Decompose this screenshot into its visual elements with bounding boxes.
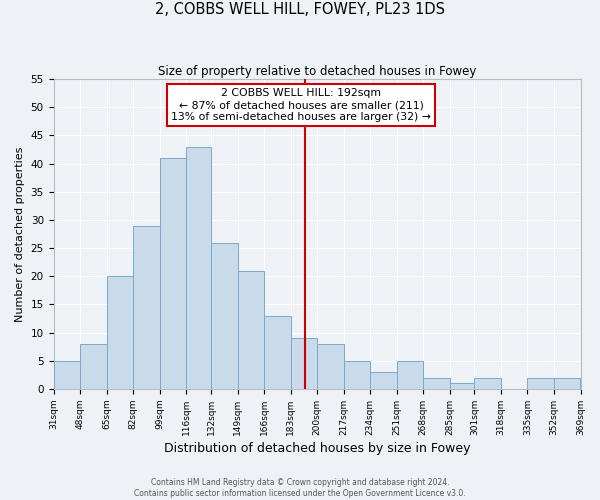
- Bar: [423, 378, 449, 389]
- Bar: [475, 378, 501, 389]
- Bar: [238, 270, 264, 389]
- Bar: [53, 361, 80, 389]
- Bar: [290, 338, 317, 389]
- Bar: [344, 361, 370, 389]
- Text: 2 COBBS WELL HILL: 192sqm
← 87% of detached houses are smaller (211)
13% of semi: 2 COBBS WELL HILL: 192sqm ← 87% of detac…: [171, 88, 431, 122]
- Bar: [107, 276, 133, 389]
- Text: Contains HM Land Registry data © Crown copyright and database right 2024.
Contai: Contains HM Land Registry data © Crown c…: [134, 478, 466, 498]
- Bar: [527, 378, 554, 389]
- Text: 2, COBBS WELL HILL, FOWEY, PL23 1DS: 2, COBBS WELL HILL, FOWEY, PL23 1DS: [155, 2, 445, 18]
- Bar: [211, 242, 238, 389]
- Bar: [264, 316, 290, 389]
- Bar: [449, 384, 475, 389]
- Title: Size of property relative to detached houses in Fowey: Size of property relative to detached ho…: [158, 65, 476, 78]
- Bar: [186, 147, 211, 389]
- Bar: [317, 344, 344, 389]
- Bar: [554, 378, 580, 389]
- Bar: [80, 344, 107, 389]
- Bar: [160, 158, 186, 389]
- Bar: [370, 372, 397, 389]
- Y-axis label: Number of detached properties: Number of detached properties: [15, 146, 25, 322]
- X-axis label: Distribution of detached houses by size in Fowey: Distribution of detached houses by size …: [164, 442, 470, 455]
- Bar: [133, 226, 160, 389]
- Bar: [397, 361, 423, 389]
